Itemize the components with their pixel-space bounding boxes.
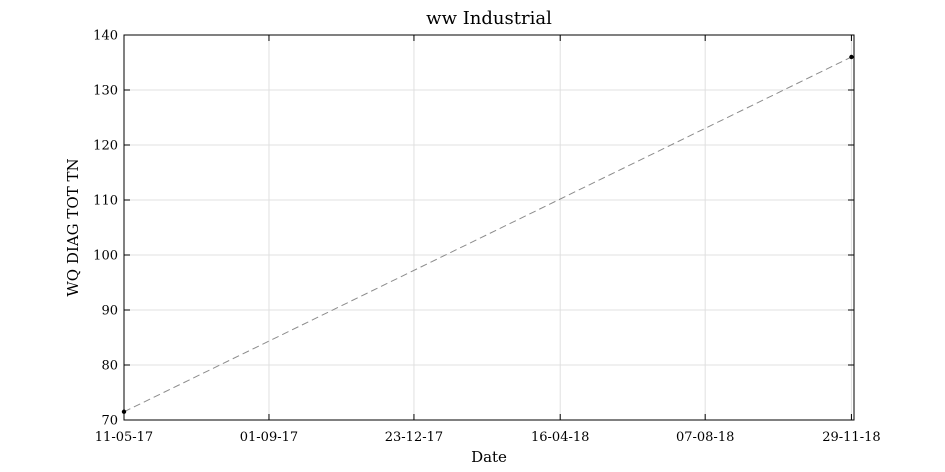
y-tick-label: 140 [93, 29, 118, 44]
y-tick-label: 100 [93, 249, 118, 264]
x-tick-label: 23-12-17 [385, 430, 443, 445]
axis-ticks: 70 80 90 100 110 120 130 140 11-05-17 01-09-17 23-… [93, 29, 880, 446]
y-tick-label: 80 [101, 359, 118, 374]
x-axis-label: Date [471, 448, 507, 466]
x-tick-label: 07-08-18 [676, 430, 734, 445]
y-axis-label: WQ DIAG TOT TN [64, 158, 82, 296]
y-tick-label: 70 [101, 414, 118, 429]
data-point [849, 54, 854, 60]
x-tick-label: 11-05-17 [95, 430, 153, 445]
y-tick-label: 120 [93, 139, 118, 154]
y-tick-label: 110 [93, 194, 118, 209]
x-tick-label: 16-04-18 [531, 430, 589, 445]
grid [123, 34, 854, 421]
series-line [123, 56, 852, 413]
x-tick-label: 01-09-17 [240, 430, 298, 445]
series [121, 54, 854, 414]
y-tick-label: 90 [101, 304, 118, 319]
chart-title: ww Industrial [426, 8, 552, 29]
y-tick-label: 130 [93, 84, 118, 99]
x-tick-label: 29-11-18 [822, 430, 880, 445]
plot-frame [123, 34, 855, 421]
